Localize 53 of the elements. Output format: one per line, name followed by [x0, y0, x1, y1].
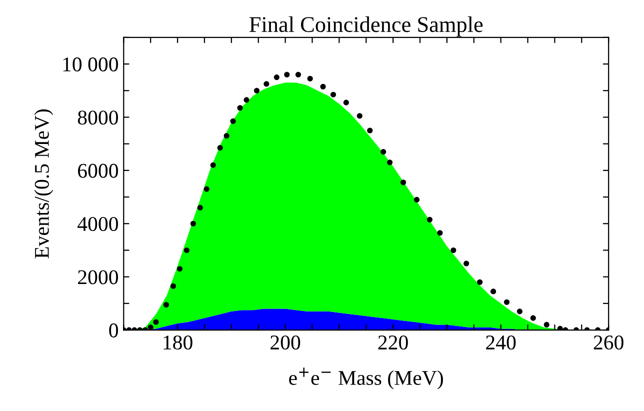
point [217, 145, 223, 151]
point [320, 84, 326, 90]
point [477, 279, 483, 285]
point [450, 247, 456, 253]
point [530, 315, 536, 321]
y-tick-label: 4000 [78, 216, 118, 232]
x-tick-label: 180 [164, 335, 192, 350]
point [307, 76, 313, 82]
point [224, 133, 230, 139]
point [343, 100, 349, 106]
point [190, 220, 196, 226]
point [176, 266, 182, 272]
point [414, 196, 420, 202]
point [184, 247, 190, 253]
point [367, 128, 373, 134]
point [170, 283, 176, 289]
point [210, 162, 216, 168]
y-tick-label: 10 000 [63, 57, 118, 72]
point [163, 302, 169, 308]
x-tick-label: 240 [486, 335, 516, 350]
x-tick-label: 220 [378, 335, 408, 350]
point [274, 74, 280, 80]
y-tick-label: 8000 [78, 110, 118, 125]
point [295, 72, 301, 78]
point [197, 204, 203, 210]
point [490, 288, 496, 294]
y-tick-label: 0 [109, 323, 118, 338]
point [380, 149, 386, 155]
point [204, 186, 210, 192]
point [284, 72, 290, 78]
x-axis-title: e$^{+}$e$^{−}$ Mass (MeV) [289, 368, 443, 390]
point [437, 230, 443, 236]
point [516, 308, 522, 314]
point [426, 216, 432, 222]
point [400, 180, 406, 186]
chart-title: Final Coincidence Sample [249, 16, 483, 37]
point [237, 105, 243, 111]
x-tick-label: 200 [270, 335, 300, 350]
x-tick-label: 260 [594, 335, 624, 350]
point [387, 160, 393, 166]
point [153, 319, 159, 325]
point [356, 113, 362, 119]
point [230, 118, 236, 124]
point [464, 260, 470, 266]
y-axis-title: Events/(0.5 MeV) [34, 109, 54, 258]
point [544, 322, 550, 328]
point [254, 88, 260, 94]
point [330, 92, 336, 98]
y-tick-label: 6000 [78, 164, 118, 178]
point [244, 97, 250, 103]
point [264, 81, 270, 87]
point [504, 299, 510, 305]
y-tick-label: 2000 [78, 270, 118, 284]
